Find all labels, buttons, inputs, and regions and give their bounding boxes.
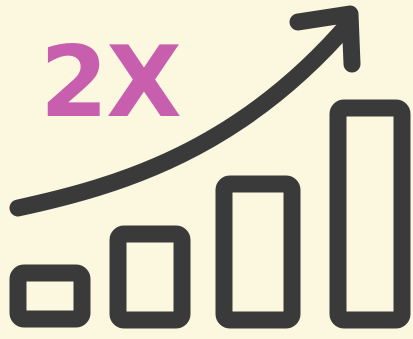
bar-2 — [109, 225, 191, 329]
trend-arrow-head — [289, 5, 361, 73]
trend-arrow-line — [9, 13, 359, 217]
bar-3 — [215, 175, 301, 329]
bar-4 — [329, 99, 411, 329]
bar-1 — [9, 264, 91, 328]
multiplier-label: 2X — [40, 26, 182, 140]
